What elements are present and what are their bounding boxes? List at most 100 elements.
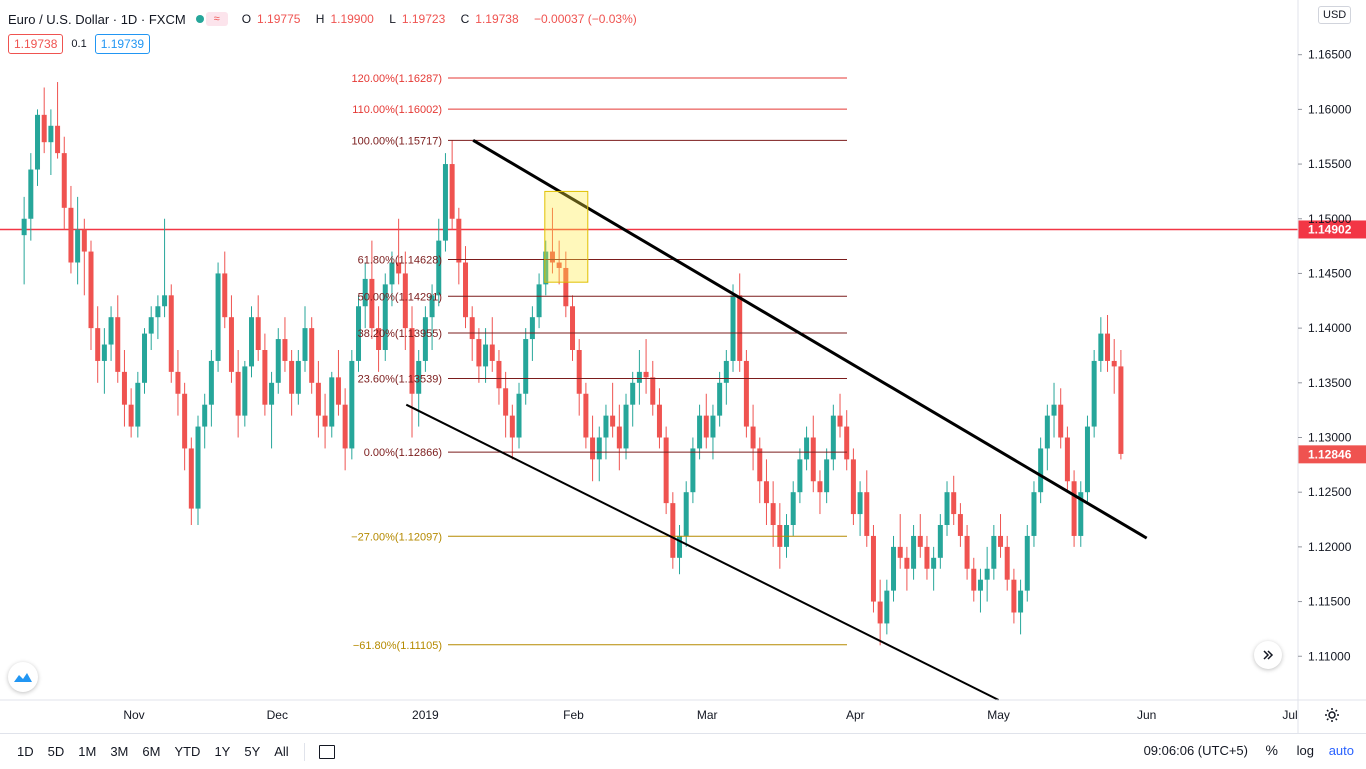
range-button-1y[interactable]: 1Y <box>214 744 231 759</box>
candle-body <box>81 229 87 252</box>
gear-icon[interactable] <box>1324 707 1340 728</box>
sell-price-button[interactable]: 1.19738 <box>8 34 64 54</box>
candle-body <box>1011 579 1017 613</box>
auto-toggle[interactable]: auto <box>1328 743 1354 758</box>
candle-body <box>195 426 201 509</box>
candle-body <box>342 404 348 449</box>
candle-body <box>977 579 983 591</box>
candle-body <box>463 262 469 318</box>
time-tick-label: Nov <box>123 708 144 722</box>
price-tick-label: 1.13000 <box>1308 431 1352 445</box>
range-button-5y[interactable]: 5Y <box>244 744 261 759</box>
price-tick-label: 1.16500 <box>1308 48 1352 62</box>
symbol-title[interactable]: Euro / U.S. Dollar · 1D · FXCM <box>8 11 186 27</box>
last-price-label: 1.12846 <box>1308 447 1352 461</box>
percent-toggle[interactable]: % <box>1265 742 1278 758</box>
candle-body <box>295 360 301 394</box>
range-button-all[interactable]: All <box>274 744 289 759</box>
candle-body <box>750 426 756 449</box>
price-tick-label: 1.13500 <box>1308 376 1352 390</box>
calendar-icon[interactable] <box>318 744 335 759</box>
currency-button[interactable]: USD <box>1318 6 1352 24</box>
range-button-1d[interactable]: 1D <box>17 744 34 759</box>
candle-body <box>396 262 402 274</box>
price-tick-label: 1.11500 <box>1308 595 1351 609</box>
candle-body <box>850 459 856 515</box>
candle-body <box>857 492 863 515</box>
highlight-box-layer <box>544 190 589 283</box>
candle-body <box>121 371 127 405</box>
candle-body <box>315 382 321 416</box>
horizontal-line-price-label: 1.14902 <box>1308 222 1352 236</box>
candle-body <box>951 492 957 515</box>
candle-body <box>797 459 803 493</box>
candle-body <box>489 344 495 361</box>
range-button-ytd[interactable]: YTD <box>174 744 201 759</box>
double-chevron-right-icon <box>1263 650 1274 660</box>
candle-body <box>944 492 950 525</box>
candle-body <box>1111 360 1117 367</box>
buy-price-button[interactable]: 1.19739 <box>94 34 151 54</box>
candle-body <box>897 546 903 558</box>
candle-body <box>362 278 368 307</box>
range-button-5d[interactable]: 5D <box>47 744 65 759</box>
candle-body <box>616 426 622 449</box>
candle-body <box>1018 590 1024 613</box>
candle-body <box>115 317 121 372</box>
bottom-toolbar: 1D 5D 1M 3M 6M YTD 1Y 5Y All 09:06:06 (UTC+5) % … <box>0 733 1366 769</box>
candle-body <box>917 535 923 547</box>
candle-body <box>556 262 562 268</box>
candle-body <box>1091 360 1097 427</box>
log-toggle[interactable]: log <box>1296 743 1314 758</box>
price-chart[interactable]: 1.14902 1.12846 120.00%(1.16287) 110.00%(1… <box>0 0 1366 733</box>
range-button-6m[interactable]: 6M <box>142 744 161 759</box>
candle-body <box>590 437 596 460</box>
candle-body <box>349 360 355 449</box>
change-value: −0.00037 (−0.03%) <box>534 12 637 26</box>
wavy-icon[interactable]: ≈ <box>205 12 228 26</box>
candle-body <box>309 328 315 383</box>
range-button-1m[interactable]: 1M <box>78 744 97 759</box>
candle-body <box>911 535 917 569</box>
time-tick-label: Feb <box>563 708 584 722</box>
candle-body <box>703 415 709 438</box>
candle-body <box>523 339 529 394</box>
candle-body <box>182 393 188 449</box>
clock[interactable]: 09:06:06 (UTC+5) <box>1143 743 1248 758</box>
candle-series <box>21 82 1124 646</box>
range-button-3m[interactable]: 3M <box>110 744 129 759</box>
candle-body <box>88 251 94 329</box>
candle-body <box>175 371 181 394</box>
candle-body <box>1105 333 1111 361</box>
candle-body <box>957 514 963 536</box>
tradingview-logo-icon[interactable] <box>8 662 38 692</box>
fib-level-label: 61.80%(1.14628) <box>358 254 442 266</box>
candle-body <box>964 535 970 569</box>
candle-body <box>837 415 843 427</box>
time-tick-label: Jun <box>1137 708 1156 722</box>
candle-body <box>529 317 535 340</box>
candle-body <box>1044 415 1050 449</box>
candle-body <box>61 153 67 208</box>
candle-body <box>770 503 776 525</box>
candle-body <box>931 557 937 569</box>
candle-body <box>636 371 642 383</box>
candle-body <box>650 377 656 405</box>
candle-body <box>429 295 435 318</box>
market-status-icon <box>195 15 204 23</box>
candle-body <box>971 568 977 591</box>
candle-body <box>549 251 555 263</box>
candle-body <box>743 360 749 427</box>
candle-body <box>188 448 194 509</box>
time-tick-label: Apr <box>846 708 865 722</box>
candle-body <box>68 207 74 263</box>
candle-body <box>603 415 609 438</box>
candle-body <box>737 295 743 361</box>
candle-body <box>1098 333 1104 361</box>
time-tick-label: 2019 <box>412 708 439 722</box>
scroll-to-realtime-button[interactable] <box>1254 641 1282 669</box>
candle-body <box>476 339 482 367</box>
candle-body <box>570 306 576 350</box>
candle-body <box>503 388 509 416</box>
candle-body <box>101 344 107 361</box>
